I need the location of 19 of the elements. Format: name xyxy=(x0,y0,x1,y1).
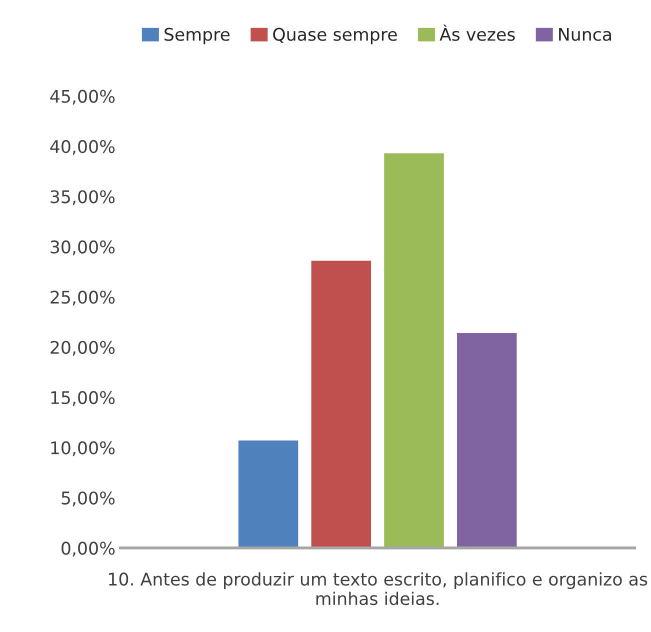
y-tick-label: 35,00% xyxy=(50,190,115,206)
y-tick-label: 0,00% xyxy=(62,542,115,557)
y-tick-label: 10,00% xyxy=(51,441,115,456)
bar xyxy=(456,333,517,548)
x-axis-title: 10. Antes de produzir um texto escrito, planifico e organizo as minhas ideias. xyxy=(109,572,648,606)
legend-label: Sempre xyxy=(164,28,230,44)
y-tick-label: 25,00% xyxy=(50,290,115,306)
bar xyxy=(238,440,298,548)
y-tick-label: 5,00% xyxy=(62,491,115,506)
y-tick-label: 15,00% xyxy=(51,391,115,406)
y-tick-label: 20,00% xyxy=(50,340,115,356)
bar xyxy=(384,153,444,548)
legend-label: Quase sempre xyxy=(273,28,397,44)
y-tick-label: 30,00% xyxy=(50,240,115,256)
bar xyxy=(311,260,372,548)
y-tick-label: 45,00% xyxy=(50,90,115,105)
legend-label: Às vezes xyxy=(440,24,515,41)
legend-label: Nunca xyxy=(559,28,611,41)
y-tick-label: 40,00% xyxy=(50,140,115,155)
